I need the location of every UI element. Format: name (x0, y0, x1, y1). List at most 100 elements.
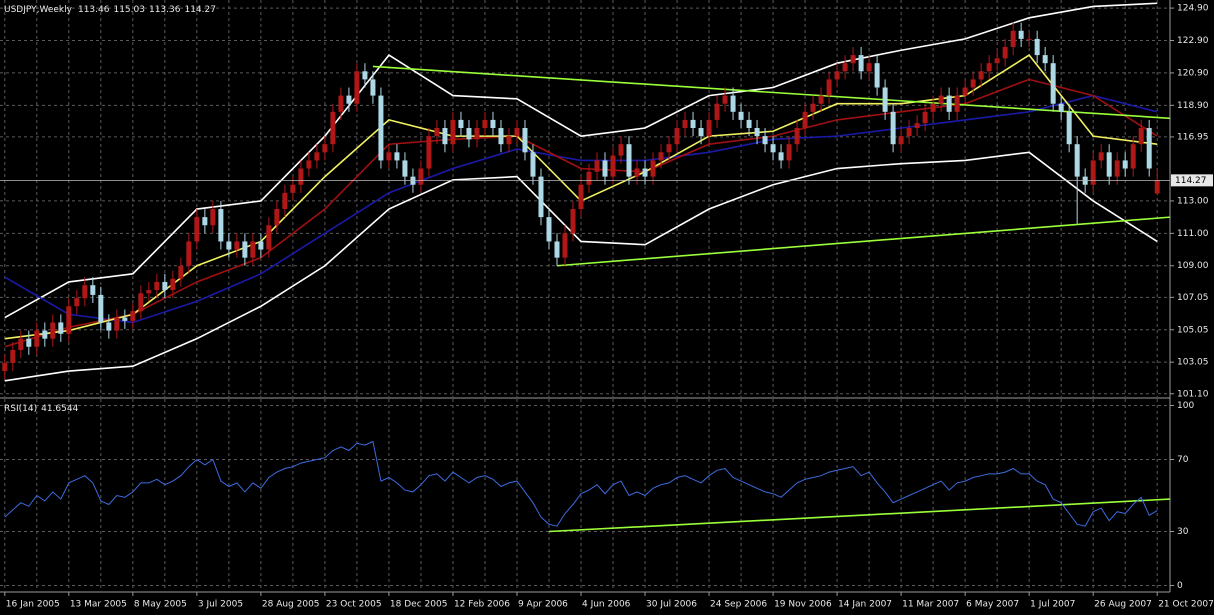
candle-body (698, 128, 704, 137)
candle-body (10, 350, 16, 363)
y-tick-label: 103.05 (1177, 358, 1209, 368)
candle-body (890, 111, 896, 145)
candle-body (186, 241, 192, 266)
indicator-line (372, 65, 1171, 120)
candle-body (722, 95, 728, 104)
x-tick-label: 4 Jun 2006 (582, 600, 631, 610)
candle-body (570, 209, 576, 234)
candle-body (362, 71, 368, 80)
candle-body (642, 168, 648, 177)
candle-body (1098, 152, 1104, 161)
candle-body (826, 79, 832, 96)
x-tick-label: 8 May 2005 (134, 600, 187, 610)
candle-body (74, 298, 80, 307)
x-tick-label: 12 Feb 2006 (454, 600, 510, 610)
y-tick-label: 100 (1177, 401, 1194, 411)
candle-body (506, 136, 512, 145)
candle-body (498, 128, 504, 145)
candle-body (914, 123, 920, 129)
y-tick-label: 118.90 (1177, 101, 1209, 111)
candle-body (578, 184, 584, 210)
candle-body (114, 317, 120, 331)
candle-body (522, 128, 528, 153)
candle-body (242, 241, 248, 258)
last-price-box (1171, 174, 1213, 187)
candle-body (810, 103, 816, 112)
candle-body (834, 71, 840, 80)
indicator-line (556, 216, 1171, 267)
x-tick-label: 23 Oct 2005 (326, 600, 382, 610)
candle-body (154, 281, 160, 291)
rsi-header: RSI(14) 41.6544 (4, 404, 79, 414)
y-tick-label: 105.05 (1177, 325, 1209, 335)
rsi-value: 41.6544 (41, 404, 78, 414)
candle-body (122, 317, 128, 321)
candle-body (330, 111, 336, 145)
y-tick-label: 124.90 (1177, 4, 1209, 14)
x-tick-label: 21 Oct 2007 (1158, 600, 1214, 610)
candle-body (762, 136, 768, 145)
candle-body (34, 330, 40, 347)
x-tick-label: 16 Jan 2005 (6, 600, 60, 610)
candle-body (666, 144, 672, 153)
candle-body (610, 155, 616, 177)
candle-body (338, 95, 344, 112)
candle-body (746, 119, 752, 129)
candle-body (26, 338, 32, 347)
y-tick-label: 113.00 (1177, 196, 1209, 206)
header: USDJPY,Weekly 113.46 115.03 113.36 114.27 (4, 5, 216, 15)
candle-body (594, 160, 600, 172)
candle-body (266, 225, 272, 250)
candle-body (802, 111, 808, 129)
candle-body (842, 63, 848, 72)
candle-body (690, 119, 696, 129)
x-tick-label: 11 Mar 2007 (902, 600, 959, 610)
candle-body (42, 330, 48, 339)
last-price-label: 114.27 (1175, 176, 1207, 186)
candle-body (450, 119, 456, 145)
candle-body (650, 160, 656, 177)
candle-body (1074, 144, 1080, 177)
candle-body (986, 63, 992, 72)
candle-body (90, 285, 96, 295)
candle-body (434, 128, 440, 137)
candle-body (786, 144, 792, 161)
candle-body (210, 209, 216, 226)
chart-title: USDJPY,Weekly (4, 5, 73, 15)
candle-body (882, 87, 888, 112)
candle-body (1050, 63, 1056, 104)
candle-body (866, 63, 872, 72)
candle-body (162, 281, 168, 291)
candle-body (1090, 160, 1096, 185)
x-tick-label: 30 Jul 2006 (646, 600, 697, 610)
close-value: 114.27 (184, 5, 216, 15)
rsi-line (4, 440, 1158, 527)
x-tick-label: 24 Sep 2006 (710, 600, 767, 610)
candle-body (514, 128, 520, 137)
y-tick-label: 0 (1177, 581, 1183, 591)
candle-body (962, 87, 968, 96)
candle-body (1034, 38, 1040, 56)
x-tick-label: 6 May 2007 (966, 600, 1019, 610)
candle-body (1114, 160, 1120, 177)
candle-body (898, 136, 904, 145)
rsi-title: RSI(14) (4, 404, 37, 414)
candle-body (402, 160, 408, 177)
candle-body (618, 144, 624, 156)
candle-body (946, 95, 952, 112)
candle-body (586, 171, 592, 185)
x-tick-label: 1 Jul 2007 (1030, 600, 1075, 610)
y-tick-label: 120.90 (1177, 68, 1209, 78)
y-tick-label: 109.00 (1177, 261, 1209, 271)
y-tick-label: 101.10 (1177, 389, 1209, 399)
candle-body (418, 168, 424, 185)
candle-body (706, 119, 712, 137)
y-tick-label: 30 (1177, 527, 1189, 537)
candle-body (1042, 55, 1048, 64)
candle-body (50, 322, 56, 339)
candle-body (818, 95, 824, 104)
candle-body (2, 362, 8, 372)
candle-body (194, 217, 200, 242)
